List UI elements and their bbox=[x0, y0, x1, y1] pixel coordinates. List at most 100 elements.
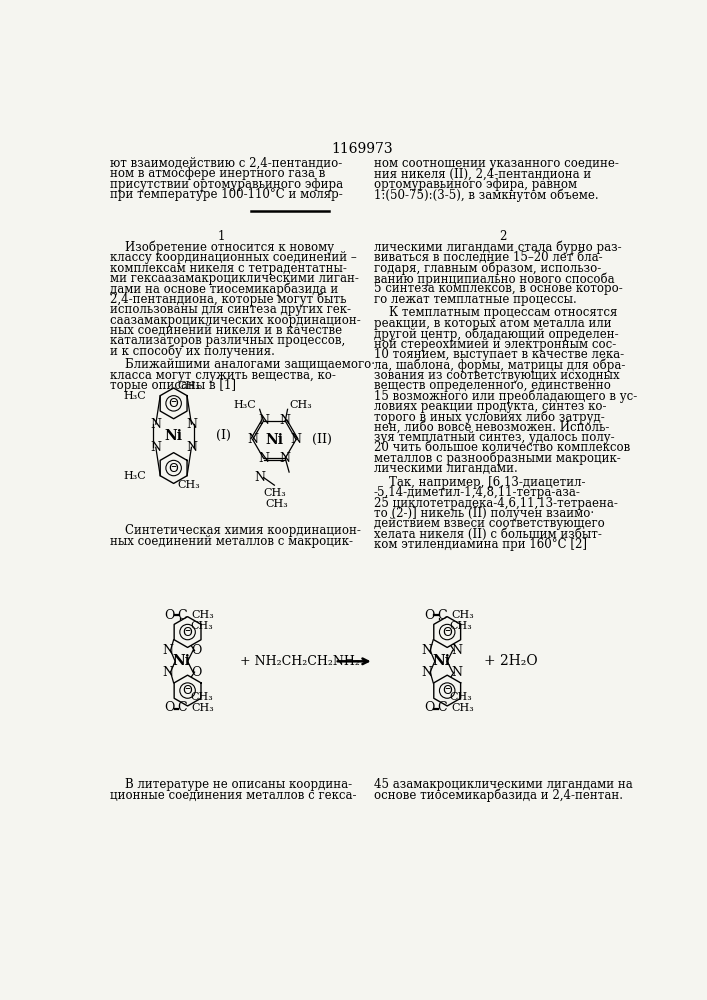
Text: C: C bbox=[177, 701, 187, 714]
Text: при температуре 100-110°С и моляр-: при температуре 100-110°С и моляр- bbox=[110, 188, 343, 201]
Text: 1: 1 bbox=[218, 230, 226, 243]
Text: Θ: Θ bbox=[443, 684, 452, 697]
Text: C: C bbox=[437, 609, 447, 622]
Text: действием взвеси соответствующего: действием взвеси соответствующего bbox=[373, 517, 604, 530]
Text: зуя темплатный синтез, удалось полу-: зуя темплатный синтез, удалось полу- bbox=[373, 431, 614, 444]
Text: реакции, в которых атом металла или: реакции, в которых атом металла или bbox=[373, 317, 611, 330]
Text: Θ: Θ bbox=[182, 684, 192, 697]
Text: хелата никеля (II) с большим избыт-: хелата никеля (II) с большим избыт- bbox=[373, 528, 602, 541]
Text: Ni: Ni bbox=[165, 429, 182, 443]
Text: N: N bbox=[291, 433, 302, 446]
Text: CH₃: CH₃ bbox=[450, 621, 472, 631]
Text: дами на основе тиосемикарбазида и: дами на основе тиосемикарбазида и bbox=[110, 282, 339, 296]
Text: N: N bbox=[280, 414, 291, 427]
Text: N: N bbox=[162, 644, 173, 657]
Text: нен, либо вовсе невозможен. Исполь-: нен, либо вовсе невозможен. Исполь- bbox=[373, 421, 609, 434]
Text: го лежат темплатные процессы.: го лежат темплатные процессы. bbox=[373, 293, 576, 306]
Text: N: N bbox=[451, 644, 462, 657]
Text: ционные соединения металлов с гекса-: ционные соединения металлов с гекса- bbox=[110, 789, 356, 802]
Text: ловиях реакции продукта, синтез ко-: ловиях реакции продукта, синтез ко- bbox=[373, 400, 606, 413]
Text: Θ: Θ bbox=[169, 397, 179, 410]
Text: К темплатным процессам относятся: К темплатным процессам относятся bbox=[373, 306, 617, 319]
Text: ми гексаазамакроциклическими лиган-: ми гексаазамакроциклическими лиган- bbox=[110, 272, 359, 285]
Text: и к способу их получения.: и к способу их получения. bbox=[110, 345, 275, 358]
Text: N: N bbox=[151, 441, 161, 454]
Text: 45 азамакроциклическими лигандами на: 45 азамакроциклическими лигандами на bbox=[373, 778, 632, 791]
Text: лическими лигандами стала бурно раз-: лическими лигандами стала бурно раз- bbox=[373, 241, 621, 254]
Text: Ni: Ni bbox=[432, 654, 450, 668]
Text: класса могут служить вещества, ко-: класса могут служить вещества, ко- bbox=[110, 369, 336, 382]
Text: CH₃: CH₃ bbox=[177, 381, 200, 391]
Text: -5,14-диметил-1,4,8,11-тетра-аза-: -5,14-диметил-1,4,8,11-тетра-аза- bbox=[373, 486, 580, 499]
Text: 2,4-пентандиона, которые могут быть: 2,4-пентандиона, которые могут быть bbox=[110, 293, 346, 306]
Text: ном в атмосфере инертного газа в: ном в атмосфере инертного газа в bbox=[110, 167, 325, 180]
Text: N: N bbox=[186, 418, 197, 431]
Text: ком этилендиамина при 160°С [2]: ком этилендиамина при 160°С [2] bbox=[373, 538, 587, 551]
Text: H₃C: H₃C bbox=[233, 400, 256, 410]
Text: H₃C: H₃C bbox=[124, 391, 146, 401]
Text: 5 синтеза комплексов, в основе которо-: 5 синтеза комплексов, в основе которо- bbox=[373, 282, 622, 295]
Text: N: N bbox=[247, 433, 258, 446]
Text: 1169973: 1169973 bbox=[331, 142, 393, 156]
Text: O: O bbox=[165, 701, 175, 714]
Text: лическими лигандами.: лическими лигандами. bbox=[373, 462, 518, 475]
Text: N: N bbox=[151, 418, 161, 431]
Text: CH₃: CH₃ bbox=[192, 703, 214, 713]
Text: O: O bbox=[424, 701, 435, 714]
Text: катализаторов различных процессов,: катализаторов различных процессов, bbox=[110, 334, 345, 347]
Text: другой центр, обладающий определен-: другой центр, обладающий определен- bbox=[373, 327, 618, 341]
Text: 10 тоянием, выступает в качестве лека-: 10 тоянием, выступает в качестве лека- bbox=[373, 348, 624, 361]
Text: CH₃: CH₃ bbox=[451, 610, 474, 620]
Text: саазамакроциклических координацион-: саазамакроциклических координацион- bbox=[110, 314, 361, 327]
Text: ортомуравьиного эфира, равном: ортомуравьиного эфира, равном bbox=[373, 178, 577, 191]
Text: веществ определенного, единственно: веществ определенного, единственно bbox=[373, 379, 610, 392]
Text: присутствии ортомуравьиного эфира: присутствии ортомуравьиного эфира bbox=[110, 178, 343, 191]
Text: N: N bbox=[186, 441, 197, 454]
Text: C: C bbox=[437, 701, 447, 714]
Text: CH₃: CH₃ bbox=[265, 499, 288, 509]
Text: Ni: Ni bbox=[173, 654, 190, 668]
Text: (I): (I) bbox=[216, 429, 231, 442]
Text: Так, например, [6,13-диацетил-: Так, например, [6,13-диацетил- bbox=[373, 476, 585, 489]
Text: то (2-)] никель (II) получен взаимо·: то (2-)] никель (II) получен взаимо· bbox=[373, 507, 594, 520]
Text: 15 возможного или преобладающего в ус-: 15 возможного или преобладающего в ус- bbox=[373, 389, 637, 403]
Text: Θ: Θ bbox=[169, 462, 179, 475]
Text: 2: 2 bbox=[499, 230, 507, 243]
Text: O: O bbox=[165, 609, 175, 622]
Text: ных соединений металлов с макроцик-: ных соединений металлов с макроцик- bbox=[110, 535, 353, 548]
Text: + NH₂CH₂CH₂NH₂: + NH₂CH₂CH₂NH₂ bbox=[240, 655, 359, 668]
Text: + 2H₂O: + 2H₂O bbox=[484, 654, 537, 668]
Text: O: O bbox=[192, 644, 202, 657]
Text: ной стереохимией и электронным сос-: ной стереохимией и электронным сос- bbox=[373, 338, 616, 351]
Text: Ближайшими аналогами защищаемого·: Ближайшими аналогами защищаемого· bbox=[110, 358, 375, 371]
Text: N: N bbox=[162, 666, 173, 679]
Text: Ni: Ni bbox=[265, 433, 284, 447]
Text: классу координационных соединений –: классу координационных соединений – bbox=[110, 251, 357, 264]
Text: CH₃: CH₃ bbox=[190, 621, 213, 631]
Text: торого в иных условиях либо затруд-: торого в иных условиях либо затруд- bbox=[373, 410, 604, 424]
Text: N: N bbox=[258, 414, 269, 427]
Text: виваться в последние 15–20 лет бла-: виваться в последние 15–20 лет бла- bbox=[373, 251, 602, 264]
Text: C: C bbox=[177, 609, 187, 622]
Text: (II): (II) bbox=[312, 433, 332, 446]
Text: металлов с разнообразными макроцик-: металлов с разнообразными макроцик- bbox=[373, 452, 620, 465]
Text: 20 чить большое количество комплексов: 20 чить большое количество комплексов bbox=[373, 441, 630, 454]
Text: ных соединений никеля и в качестве: ных соединений никеля и в качестве bbox=[110, 324, 342, 337]
Text: использованы для синтеза других гек-: использованы для синтеза других гек- bbox=[110, 303, 351, 316]
Text: ном соотношении указанного соедине-: ном соотношении указанного соедине- bbox=[373, 157, 619, 170]
Text: N: N bbox=[451, 666, 462, 679]
Text: N: N bbox=[421, 644, 433, 657]
Text: основе тиосемикарбазида и 2,4-пентан.: основе тиосемикарбазида и 2,4-пентан. bbox=[373, 789, 623, 802]
Text: CH₃: CH₃ bbox=[190, 692, 213, 702]
Text: N: N bbox=[421, 666, 433, 679]
Text: ла, шаблона, формы, матрицы для обра-: ла, шаблона, формы, матрицы для обра- bbox=[373, 358, 625, 372]
Text: Синтетическая химия координацион-: Синтетическая химия координацион- bbox=[110, 524, 361, 537]
Text: CH₃: CH₃ bbox=[192, 610, 214, 620]
Text: N: N bbox=[254, 471, 265, 484]
Text: CH₃: CH₃ bbox=[263, 488, 286, 498]
Text: O: O bbox=[424, 609, 435, 622]
Text: торые описаны в [1]: торые описаны в [1] bbox=[110, 379, 236, 392]
Text: комплексам никеля с тетрадентатны-: комплексам никеля с тетрадентатны- bbox=[110, 262, 347, 275]
Text: H₃C: H₃C bbox=[124, 471, 146, 481]
Text: 25 циклотетрадека-4,6,11,13-тетраена-: 25 циклотетрадека-4,6,11,13-тетраена- bbox=[373, 497, 617, 510]
